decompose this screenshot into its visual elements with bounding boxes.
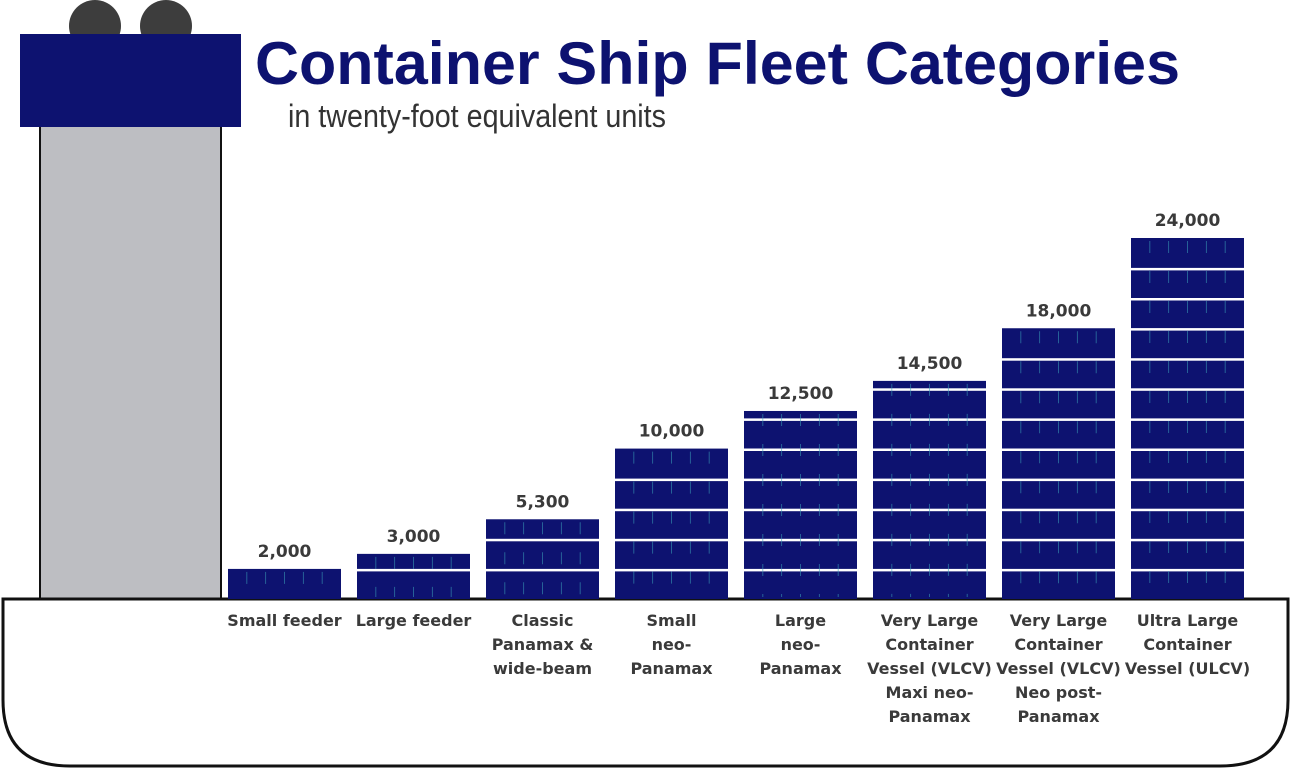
value-label: 10,000 bbox=[639, 422, 705, 442]
bars-group bbox=[228, 238, 1244, 599]
category-label-line: Maxi neo- bbox=[886, 683, 974, 702]
ship-hull bbox=[1, 597, 1290, 768]
bar bbox=[873, 380, 986, 599]
value-label: 12,500 bbox=[768, 384, 834, 404]
category-label-line: Ultra Large bbox=[1137, 611, 1239, 630]
bar-body bbox=[1002, 328, 1115, 599]
category-label-line: Panamax & bbox=[492, 635, 594, 654]
category-label-line: Small bbox=[647, 611, 697, 630]
value-label: 5,300 bbox=[516, 492, 570, 512]
tier-divider bbox=[1131, 478, 1244, 482]
tier-divider bbox=[1131, 508, 1244, 512]
category-labels-group: Small feeder Large feeder Classic Panamax &… bbox=[227, 611, 1250, 726]
tier-divider bbox=[1131, 418, 1244, 421]
tier-divider bbox=[1002, 568, 1115, 572]
category-label-line: Very Large bbox=[1010, 611, 1108, 630]
tier-divider bbox=[1131, 298, 1244, 301]
category-label: Large neo- Panamax bbox=[759, 611, 842, 678]
category-label-line: wide-beam bbox=[493, 659, 592, 678]
category-label: Very Large Container Vessel (VLCV) Neo post… bbox=[996, 611, 1121, 726]
tier-divider bbox=[615, 568, 728, 572]
value-label: 2,000 bbox=[258, 542, 312, 562]
tier-divider bbox=[1002, 478, 1115, 482]
value-labels-group: 2,000 3,000 5,300 10,000 12,500 14,500 18,000 2… bbox=[258, 211, 1221, 562]
tier-divider bbox=[1131, 568, 1244, 572]
category-label-line: Classic bbox=[511, 611, 573, 630]
category-label-line: Vessel (VLCV) bbox=[996, 659, 1121, 678]
value-label: 14,500 bbox=[897, 354, 963, 374]
tier-divider bbox=[615, 538, 728, 542]
category-label-line: Panamax bbox=[759, 659, 842, 678]
chart-subtitle: in twenty-foot equivalent units bbox=[288, 98, 666, 134]
bar bbox=[357, 553, 470, 599]
category-label-line: Large feeder bbox=[356, 611, 472, 630]
tier-divider bbox=[486, 538, 599, 542]
value-label: 3,000 bbox=[387, 527, 441, 547]
category-label-line: Container bbox=[1014, 635, 1102, 654]
category-label-line: Container bbox=[885, 635, 973, 654]
tier-divider bbox=[1131, 538, 1244, 542]
tier-divider bbox=[1131, 448, 1244, 451]
category-label: Small neo- Panamax bbox=[630, 611, 713, 678]
tier-divider bbox=[1002, 358, 1115, 361]
category-label-line: Vessel (VLCV) bbox=[867, 659, 992, 678]
ship-bridge bbox=[20, 34, 241, 127]
category-label-line: neo- bbox=[781, 635, 821, 654]
bar bbox=[615, 448, 728, 599]
value-label: 24,000 bbox=[1155, 211, 1221, 231]
category-label: Small feeder bbox=[227, 611, 342, 630]
tier-divider bbox=[1002, 418, 1115, 421]
tier-divider bbox=[615, 478, 728, 482]
category-label: Large feeder bbox=[356, 611, 472, 630]
tier-divider bbox=[1131, 358, 1244, 361]
category-label-line: Very Large bbox=[881, 611, 979, 630]
category-label: Classic Panamax & wide-beam bbox=[492, 611, 594, 678]
tier-divider bbox=[1002, 538, 1115, 542]
chart-title: Container Ship Fleet Categories bbox=[255, 30, 1180, 97]
tier-divider bbox=[1131, 388, 1244, 391]
tier-divider bbox=[486, 568, 599, 572]
bar bbox=[228, 568, 341, 599]
tier-divider bbox=[1131, 328, 1244, 331]
category-label-line: neo- bbox=[652, 635, 692, 654]
bar bbox=[1131, 238, 1244, 599]
category-label-line: Panamax bbox=[630, 659, 713, 678]
category-label-line: Small feeder bbox=[227, 611, 342, 630]
category-label-line: Panamax bbox=[1017, 707, 1100, 726]
value-label: 18,000 bbox=[1026, 301, 1092, 321]
bar bbox=[1002, 328, 1115, 599]
tier-divider bbox=[1002, 448, 1115, 451]
category-label-line: Neo post- bbox=[1015, 683, 1102, 702]
tier-divider bbox=[1131, 267, 1244, 271]
bar bbox=[486, 519, 599, 599]
tier-divider bbox=[357, 568, 470, 572]
category-label-line: Container bbox=[1143, 635, 1231, 654]
category-label: Ultra Large Container Vessel (ULCV) bbox=[1125, 611, 1250, 678]
category-label-line: Panamax bbox=[888, 707, 971, 726]
bar bbox=[744, 410, 857, 599]
tier-divider bbox=[1002, 508, 1115, 512]
tier-divider bbox=[615, 508, 728, 512]
ship-tower bbox=[39, 125, 222, 601]
category-label: Very Large Container Vessel (VLCV) Maxi neo… bbox=[867, 611, 992, 726]
category-label-line: Vessel (ULCV) bbox=[1125, 659, 1250, 678]
tier-divider bbox=[1002, 388, 1115, 391]
category-label-line: Large bbox=[775, 611, 826, 630]
